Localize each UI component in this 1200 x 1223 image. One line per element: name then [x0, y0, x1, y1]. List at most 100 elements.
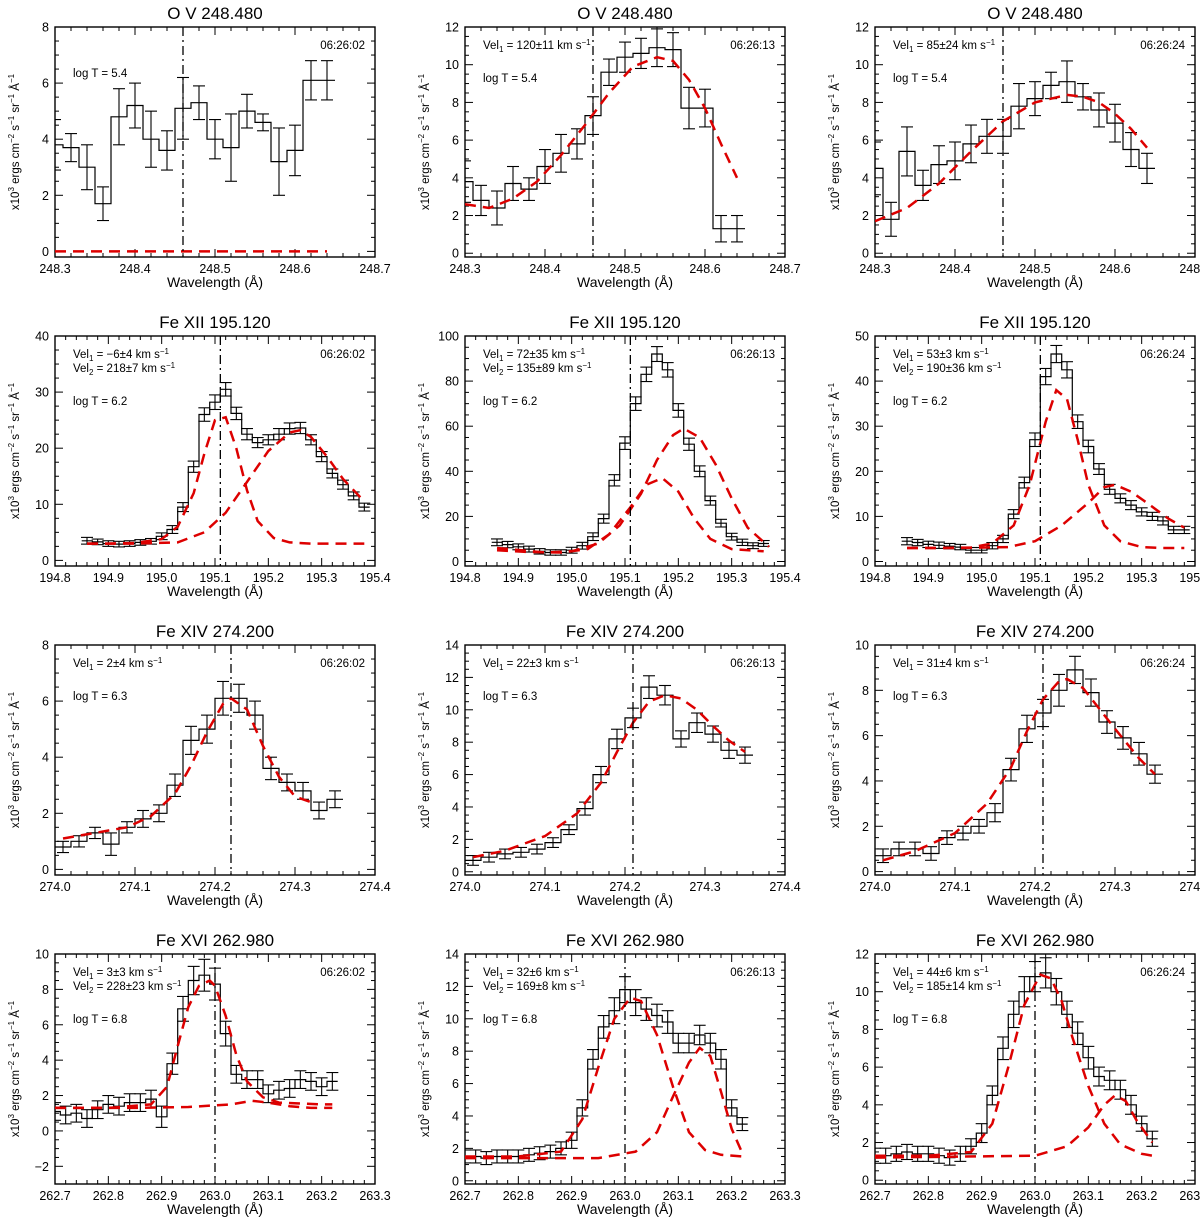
y-label-text: ergs cm [10, 1070, 22, 1114]
y-tick-label: 30 [35, 386, 49, 400]
fit-curve [87, 428, 366, 545]
y-label-exponent: −1 [827, 733, 836, 743]
y-tick-label: 20 [855, 465, 869, 479]
y-label-text: Å [9, 1010, 22, 1021]
velocity-label: Vel1 = 31±4 km s−1 [893, 656, 989, 672]
x-tick-label: 263.3 [769, 1189, 800, 1203]
panel-title: Fe XIV 274.200 [976, 622, 1094, 641]
panel-6: Fe XII 195.120 194.8 194.9 195.0 195.1 195.2 1… [827, 313, 1200, 599]
y-label-exponent: −1 [7, 733, 16, 743]
y-tick-label: 80 [445, 375, 459, 389]
y-label-exponent: −1 [417, 115, 426, 125]
x-axis-label: Wavelength (Å) [167, 583, 263, 599]
data-histogram [465, 686, 753, 861]
y-tick-label: 8 [862, 684, 869, 698]
velocity-label: Vel1 = −6±4 km s−1 [73, 347, 170, 363]
x-tick-label: 248.5 [609, 262, 640, 276]
y-tick-label: 4 [452, 171, 459, 185]
y-label-text: x10 [420, 810, 432, 829]
y-tick-label: 4 [862, 774, 869, 788]
y-label-text: sr [10, 1030, 22, 1043]
y-tick-label: 0 [452, 1174, 459, 1188]
y-tick-label: 12 [855, 21, 869, 35]
y-label-text: s [830, 125, 842, 134]
y-label-exponent: −1 [417, 1042, 426, 1052]
plot-area [55, 60, 335, 253]
y-label-text: s [830, 1052, 842, 1061]
y-label-text: sr [420, 1030, 432, 1043]
temperature-label: log T = 6.3 [893, 691, 947, 703]
x-tick-label: 263.2 [306, 1189, 337, 1203]
x-tick-label: 248.7 [769, 262, 800, 276]
fit-curve [875, 973, 1153, 1157]
y-tick-label: 10 [855, 639, 869, 653]
y-tick-label: 0 [862, 555, 869, 569]
x-tick-label: 194.9 [913, 571, 944, 585]
y-label-text: s [420, 1052, 432, 1061]
x-tick-label: 248.6 [689, 262, 720, 276]
x-tick-label: 195.4 [359, 571, 390, 585]
y-label-exponent: −1 [7, 424, 16, 434]
y-tick-label: 2 [452, 833, 459, 847]
y-label-exponent: −1 [827, 1020, 836, 1030]
plot-area [875, 60, 1155, 237]
fit-curve [87, 415, 365, 545]
y-label-exponent: −1 [7, 402, 16, 412]
y-tick-label: 10 [855, 58, 869, 72]
temperature-label: log T = 6.3 [73, 691, 127, 703]
plot-area [465, 28, 745, 243]
y-label-exponent: −1 [7, 1042, 16, 1052]
panel-title: Fe XIV 274.200 [566, 622, 684, 641]
y-tick-label: 12 [855, 948, 869, 962]
y-axis-label: x103 ergs cm−2 s−1 sr−1 Å−1 [7, 1000, 22, 1137]
y-axis-label: x103 ergs cm−2 s−1 sr−1 Å−1 [417, 691, 432, 828]
y-label-text: sr [830, 412, 842, 425]
x-tick-label: 195.2 [1073, 571, 1104, 585]
y-label-exponent: −1 [417, 711, 426, 721]
panel-title: Fe XVI 262.980 [566, 931, 684, 950]
panel-1: O V 248.480 248.3 248.4 248.5 248.6 248.7 0 2 4 6… [7, 4, 391, 290]
velocity-label: Vel2 = 218±7 km s−1 [73, 361, 176, 377]
y-label-exponent: 3 [7, 805, 16, 810]
x-axis-label: Wavelength (Å) [577, 583, 673, 599]
y-tick-label: 4 [42, 133, 49, 147]
y-tick-label: 2 [42, 1089, 49, 1103]
timestamp: 06:26:02 [320, 967, 365, 979]
x-axis-label: Wavelength (Å) [167, 892, 263, 908]
panel-8: Fe XIV 274.200 274.0 274.1 274.2 274.3 274.4 0… [417, 622, 801, 908]
y-tick-label: 6 [452, 134, 459, 148]
temperature-label: log T = 6.8 [893, 1014, 947, 1026]
y-label-text: x10 [420, 1119, 432, 1138]
data-histogram [875, 81, 1155, 220]
y-label-text: ergs cm [830, 761, 842, 805]
panel-10: Fe XVI 262.980 262.7 262.8 262.9 263.0 263.1 2… [7, 931, 391, 1217]
temperature-label: log T = 5.4 [483, 73, 538, 85]
y-label-exponent: −2 [7, 442, 16, 452]
y-label-exponent: −2 [7, 751, 16, 761]
y-label-text: sr [830, 103, 842, 116]
x-tick-label: 262.7 [859, 1189, 890, 1203]
y-tick-label: 2 [862, 820, 869, 834]
x-tick-label: 195.3 [1126, 571, 1157, 585]
y-label-exponent: −1 [827, 711, 836, 721]
y-label-text: x10 [830, 810, 842, 829]
y-label-text: ergs cm [830, 1070, 842, 1114]
x-tick-label: 274.3 [689, 880, 720, 894]
y-tick-label: 0 [862, 1174, 869, 1188]
y-tick-label: 100 [438, 330, 459, 344]
x-axis-label: Wavelength (Å) [167, 274, 263, 290]
y-tick-label: 8 [42, 21, 49, 35]
velocity-label: Vel1 = 85±24 km s−1 [893, 38, 996, 54]
y-tick-label: 2 [42, 807, 49, 821]
plot-area [875, 957, 1159, 1166]
temperature-label: log T = 6.2 [483, 396, 537, 408]
y-tick-label: 10 [35, 498, 49, 512]
velocity-label: Vel1 = 32±6 km s−1 [483, 965, 579, 981]
y-label-exponent: −1 [417, 93, 426, 103]
y-label-exponent: −1 [417, 1020, 426, 1030]
plot-frame [464, 644, 786, 876]
y-label-exponent: 3 [827, 496, 836, 501]
y-tick-label: 20 [445, 510, 459, 524]
x-tick-label: 262.7 [449, 1189, 480, 1203]
